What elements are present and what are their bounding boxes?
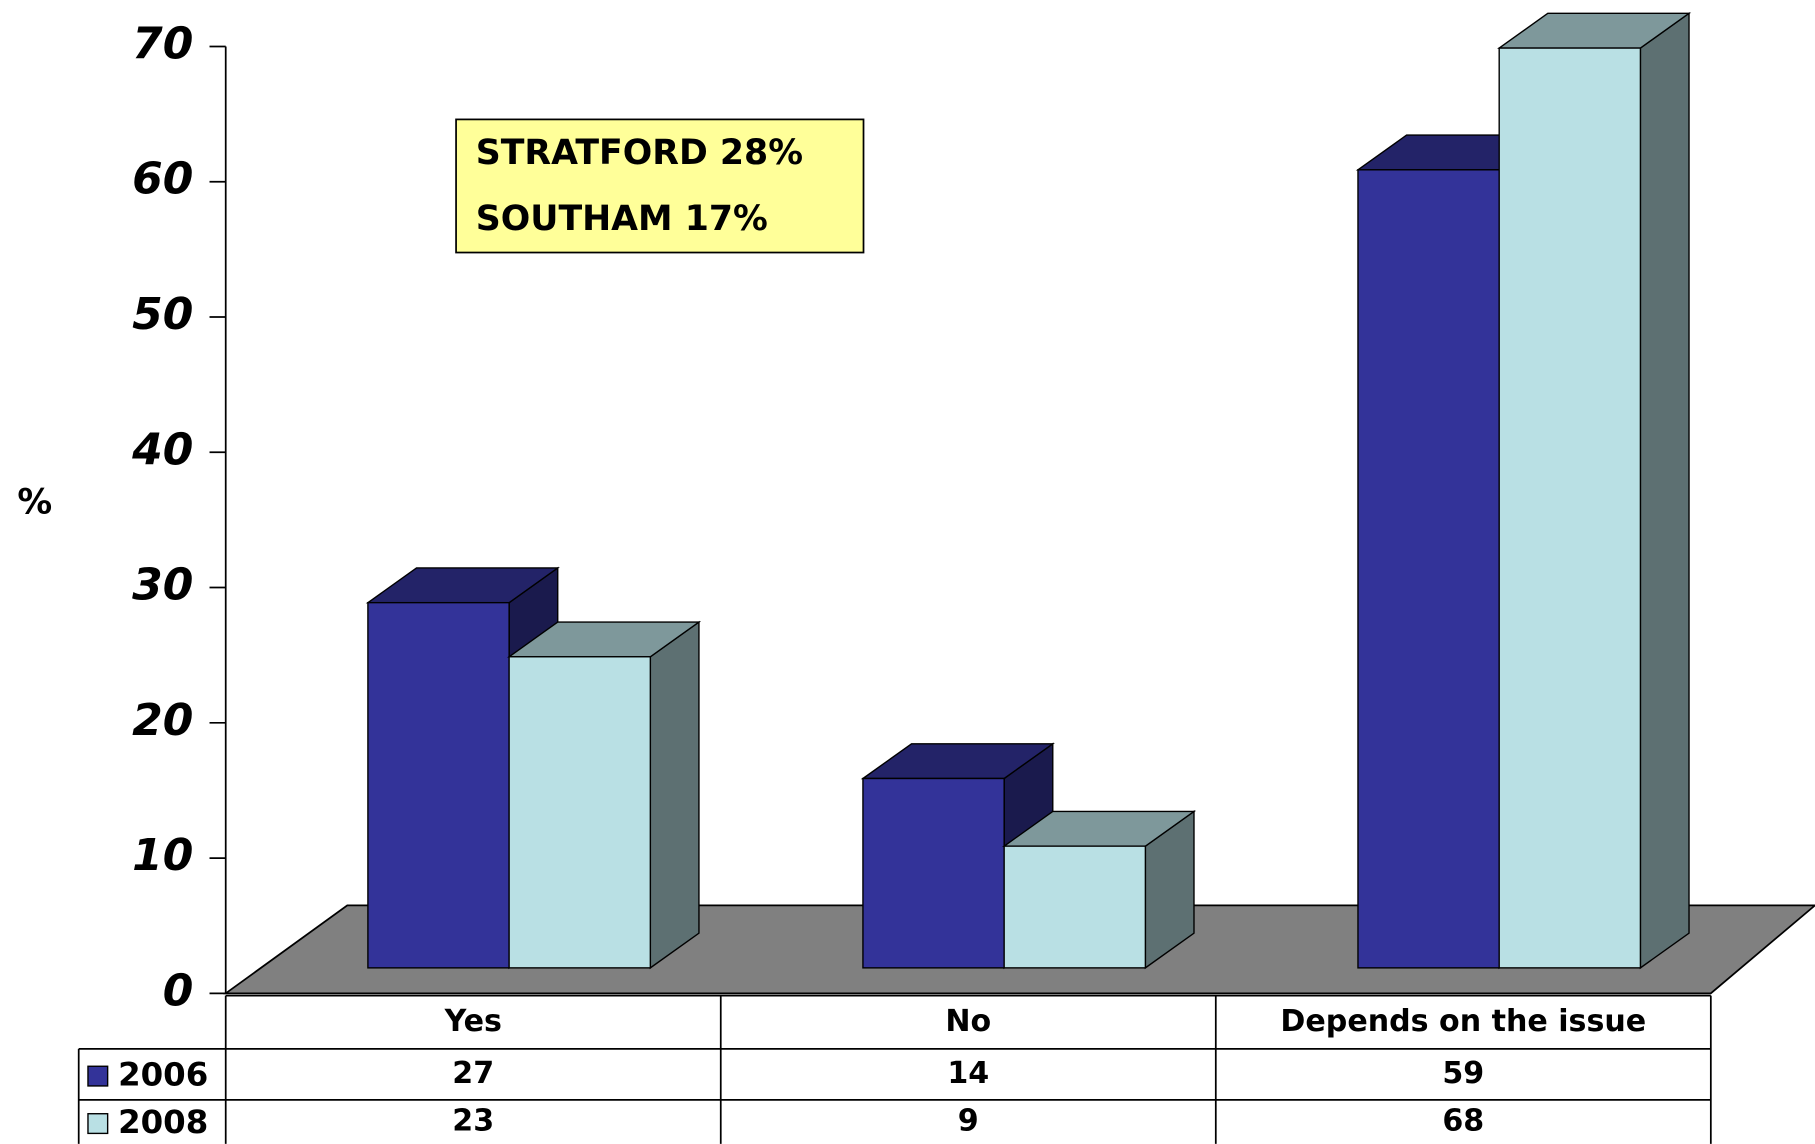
- table-value: 27: [452, 1056, 494, 1091]
- bar-side: [1639, 11, 1690, 970]
- bar: [1003, 845, 1147, 969]
- table-value: 14: [947, 1056, 989, 1091]
- y-tick-label: 70: [132, 18, 193, 69]
- legend-label: 2006: [118, 1056, 208, 1094]
- y-tick-label: 30: [132, 560, 193, 611]
- annotation: STRATFORD 28%: [476, 133, 803, 173]
- bar: [508, 656, 652, 969]
- table-value: 68: [1442, 1103, 1484, 1138]
- y-tick-label: 20: [132, 695, 193, 746]
- y-tick-label: 10: [132, 830, 193, 881]
- y-tick-label: 0: [163, 965, 194, 1016]
- annotation-box: [455, 118, 865, 254]
- bar: [1498, 47, 1642, 969]
- table-value: 9: [958, 1103, 979, 1138]
- y-tick-label: 60: [132, 154, 193, 205]
- bar: [862, 777, 1005, 969]
- bar: [367, 601, 510, 969]
- y-tick-label: 50: [132, 289, 193, 340]
- legend-swatch: [87, 1065, 109, 1087]
- y-axis-label: %: [17, 483, 52, 523]
- x-tick-label: Yes: [444, 1004, 502, 1039]
- legend-label: 2008: [118, 1103, 208, 1141]
- legend-swatch: [87, 1113, 109, 1135]
- table-value: 59: [1442, 1056, 1484, 1091]
- bar-side: [649, 620, 700, 970]
- x-tick-label: No: [945, 1004, 991, 1039]
- table-value: 23: [452, 1103, 494, 1138]
- annotation: SOUTHAM 17%: [476, 199, 768, 239]
- bar: [1357, 169, 1500, 969]
- y-tick-label: 40: [131, 424, 193, 475]
- x-tick-label: Depends on the issue: [1280, 1004, 1646, 1039]
